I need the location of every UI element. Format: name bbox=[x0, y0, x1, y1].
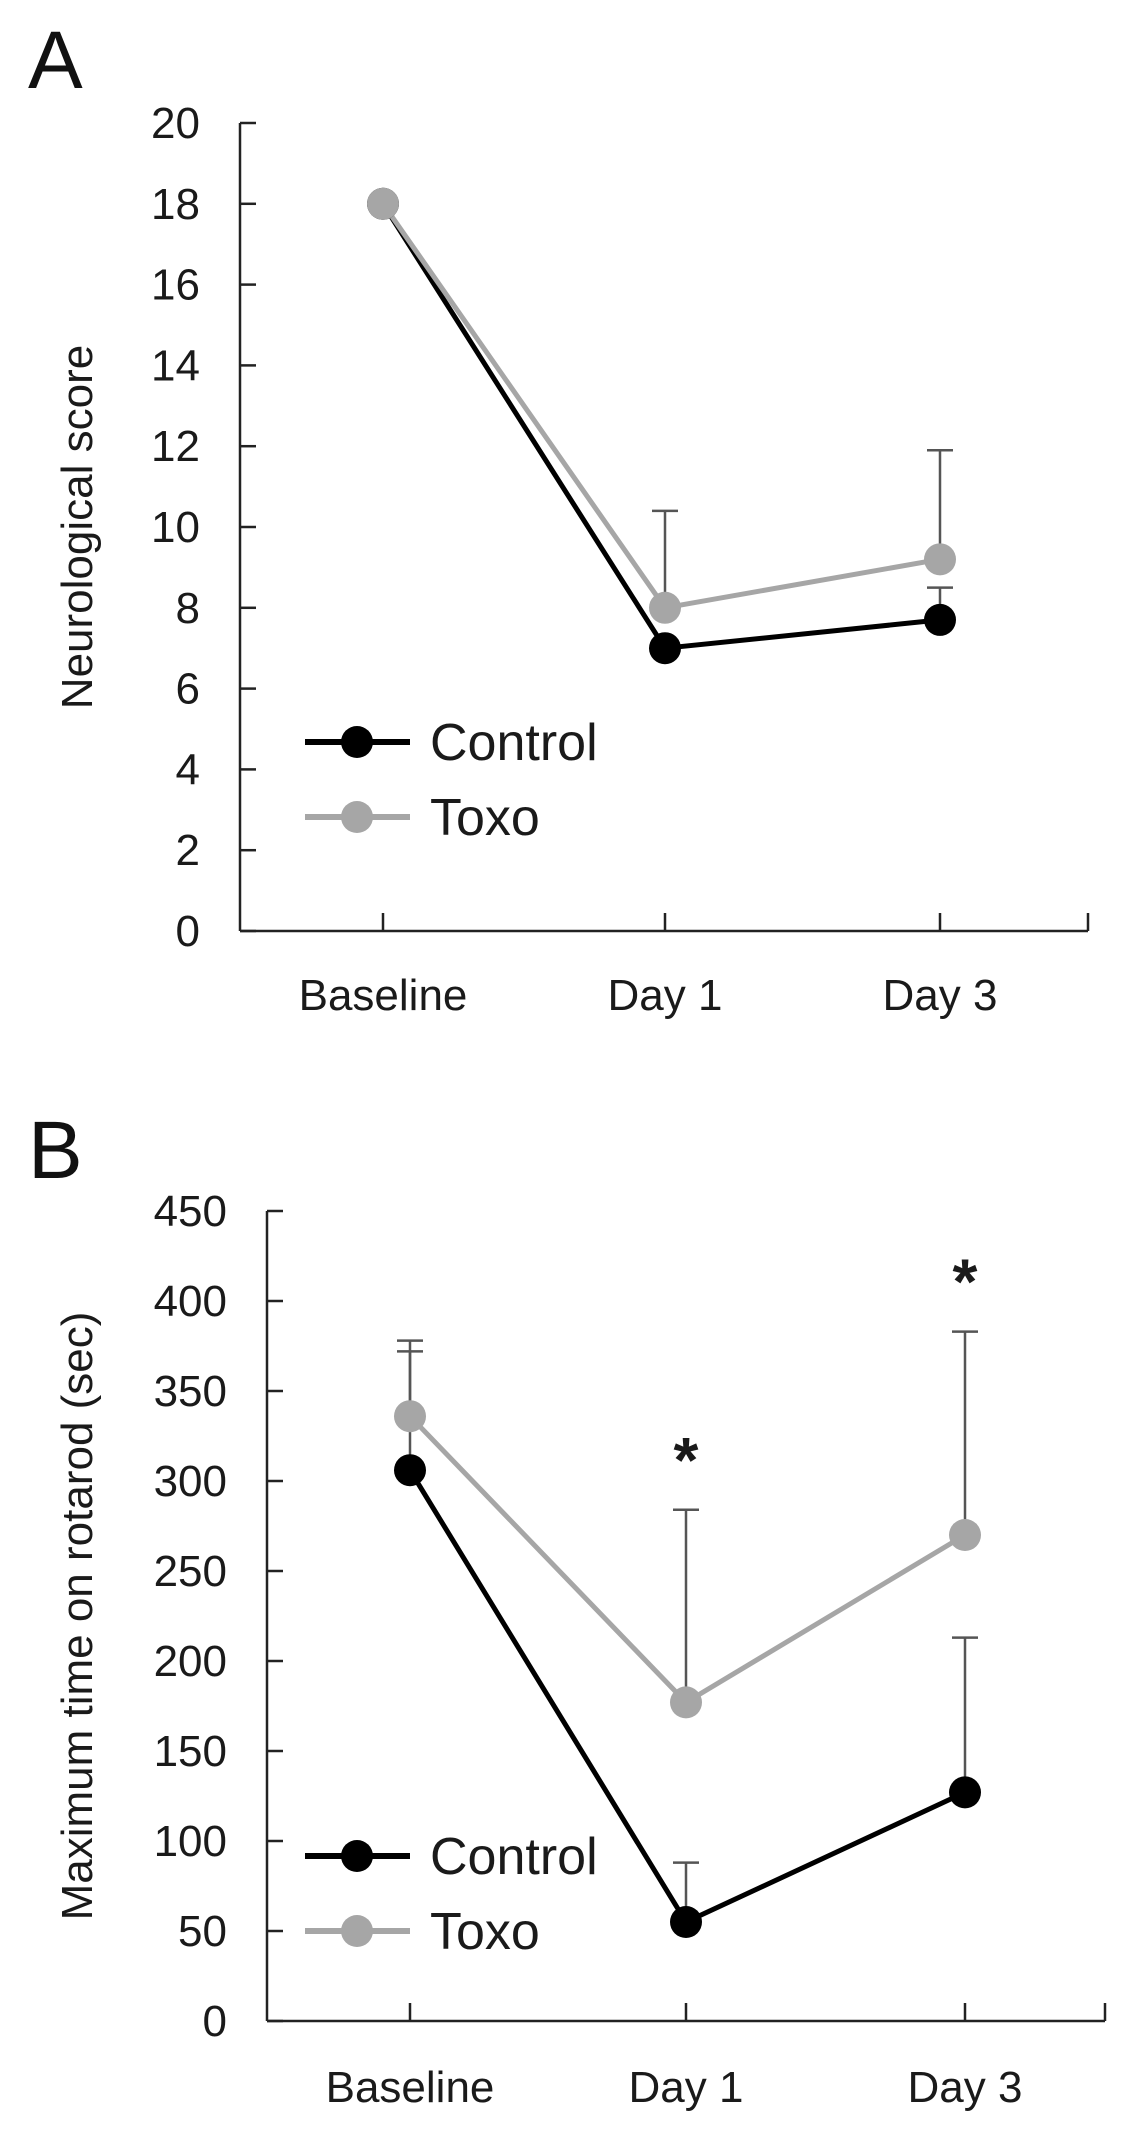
data-point-control bbox=[670, 1906, 702, 1938]
data-point-control bbox=[924, 603, 956, 636]
legend-marker-toxo bbox=[341, 1915, 373, 1947]
y-tick-label: 10 bbox=[151, 503, 200, 552]
y-tick-label: 250 bbox=[154, 1547, 227, 1596]
panel-letter-a: A bbox=[28, 15, 83, 106]
data-point-toxo bbox=[924, 543, 956, 576]
data-point-toxo bbox=[394, 1400, 426, 1433]
data-point-control bbox=[394, 1454, 426, 1487]
x-tick-label: Day 1 bbox=[629, 2063, 744, 2112]
y-axis-title: Maximum time on rotarod (sec) bbox=[53, 1312, 102, 1921]
data-point-toxo bbox=[670, 1686, 702, 1719]
y-tick-label: 16 bbox=[151, 261, 200, 310]
data-point-toxo bbox=[949, 1519, 981, 1551]
y-tick-label: 20 bbox=[151, 99, 200, 148]
chart-panel-a: 0 2 4 6 8 10 12 14 16 18 20 Baseline Day 1 Day 3 Neuro… bbox=[53, 99, 1090, 1020]
y-tick-label: 8 bbox=[176, 584, 200, 633]
y-tick-label: 2 bbox=[176, 826, 200, 875]
y-tick-label: 12 bbox=[151, 422, 200, 471]
y-tick-label: 200 bbox=[154, 1637, 227, 1686]
legend-label-control: Control bbox=[430, 1828, 598, 1886]
data-point-control bbox=[949, 1776, 981, 1809]
y-tick-label: 50 bbox=[178, 1907, 227, 1956]
data-point-toxo bbox=[367, 187, 399, 220]
legend-marker-control bbox=[341, 1840, 373, 1872]
x-tick-label: Day 3 bbox=[908, 2063, 1023, 2112]
legend-label-toxo: Toxo bbox=[430, 789, 540, 847]
data-point-control bbox=[649, 632, 681, 665]
y-axis-title: Neurological score bbox=[53, 345, 102, 709]
panel-letter-b: B bbox=[28, 1105, 83, 1196]
y-tick-label: 4 bbox=[176, 745, 200, 794]
y-tick-label: 150 bbox=[154, 1727, 227, 1776]
y-tick-label: 300 bbox=[154, 1457, 227, 1506]
y-tick-label: 400 bbox=[154, 1277, 227, 1326]
significance-star: * bbox=[953, 1246, 978, 1318]
data-point-toxo bbox=[649, 591, 681, 624]
y-tick-label: 450 bbox=[154, 1187, 227, 1236]
legend-label-control: Control bbox=[430, 714, 598, 772]
y-tick-label: 100 bbox=[154, 1817, 227, 1866]
y-tick-label: 14 bbox=[151, 341, 200, 390]
legend-marker-toxo bbox=[341, 801, 373, 833]
legend-marker-control bbox=[341, 726, 373, 758]
legend-label-toxo: Toxo bbox=[430, 1903, 540, 1961]
x-tick-label: Baseline bbox=[299, 971, 468, 1020]
significance-star: * bbox=[674, 1424, 699, 1496]
y-tick-label: 18 bbox=[151, 180, 200, 229]
y-tick-label: 6 bbox=[176, 665, 200, 714]
x-tick-label: Baseline bbox=[326, 2063, 495, 2112]
y-tick-label: 0 bbox=[176, 907, 200, 956]
y-tick-label: 0 bbox=[203, 1997, 227, 2046]
x-tick-label: Day 3 bbox=[883, 971, 998, 1020]
y-tick-label: 350 bbox=[154, 1367, 227, 1416]
chart-panel-b: 0 50 100 150 200 250 300 350 400 450 Baseline Day 1… bbox=[53, 1187, 1107, 2112]
series-line-toxo bbox=[380, 202, 941, 611]
series-line-control bbox=[380, 202, 941, 651]
x-tick-label: Day 1 bbox=[608, 971, 723, 1020]
